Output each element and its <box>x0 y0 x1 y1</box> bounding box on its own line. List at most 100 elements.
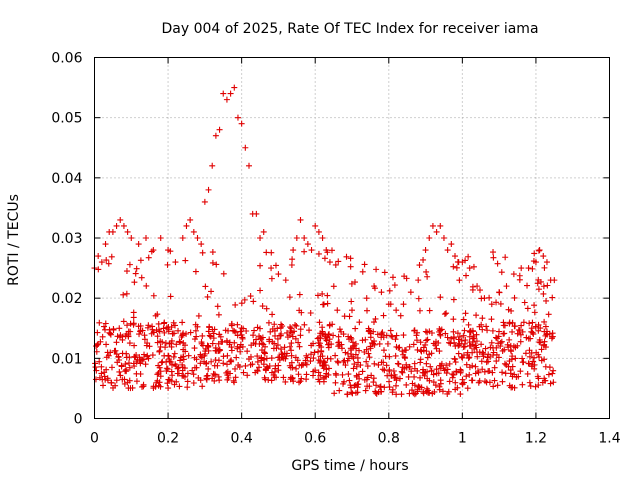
data-point <box>259 340 266 347</box>
data-point <box>546 330 553 337</box>
data-point <box>179 367 186 374</box>
data-point <box>528 325 535 332</box>
data-point <box>346 377 353 384</box>
data-point <box>483 323 490 330</box>
data-point <box>505 306 512 313</box>
data-point <box>97 338 104 345</box>
data-point <box>369 340 376 347</box>
data-point <box>324 334 331 341</box>
data-point <box>293 235 300 241</box>
data-point <box>103 341 110 348</box>
data-point <box>283 353 290 360</box>
data-point <box>336 387 343 394</box>
data-point <box>380 312 387 319</box>
data-point <box>526 360 533 367</box>
data-point <box>315 228 322 235</box>
data-point <box>288 340 295 347</box>
data-point <box>263 355 270 362</box>
data-point <box>391 282 398 289</box>
y-tick-labels: 0 0.01 0.02 0.03 0.04 0.05 0.06 <box>51 51 82 428</box>
data-point <box>520 359 527 366</box>
data-point <box>424 354 431 361</box>
data-point <box>452 343 459 350</box>
data-point <box>535 351 542 358</box>
data-point <box>316 340 323 347</box>
data-point <box>384 340 391 347</box>
data-point <box>529 361 536 368</box>
data-point <box>490 254 497 261</box>
data-point <box>441 311 448 318</box>
data-point <box>379 329 386 336</box>
data-point <box>335 333 342 340</box>
data-point <box>324 300 331 307</box>
data-point <box>130 314 137 321</box>
data-point <box>284 334 291 341</box>
data-point <box>292 354 299 361</box>
data-point <box>425 389 432 396</box>
data-point <box>237 328 244 335</box>
data-point <box>386 368 393 375</box>
data-point <box>469 338 476 345</box>
data-point <box>296 379 303 386</box>
data-point <box>451 339 458 346</box>
data-point <box>152 383 159 390</box>
data-point <box>405 373 412 380</box>
data-point <box>389 274 396 281</box>
data-point <box>240 369 247 376</box>
data-point <box>143 342 150 349</box>
data-point <box>330 283 337 290</box>
data-point <box>501 360 508 367</box>
data-point <box>523 334 530 341</box>
data-point <box>475 379 482 386</box>
x-tick-label: 1.2 <box>525 431 547 447</box>
data-point <box>489 327 496 334</box>
data-point <box>494 260 501 267</box>
data-point <box>136 331 143 338</box>
data-point <box>143 235 149 241</box>
data-point <box>102 320 109 327</box>
data-point <box>260 341 267 348</box>
data-point <box>524 305 531 312</box>
data-point <box>157 373 164 380</box>
data-point <box>506 320 513 327</box>
data-point <box>451 355 458 362</box>
axis-ticks <box>94 57 610 419</box>
data-point <box>124 322 131 329</box>
data-point <box>325 344 332 351</box>
data-point <box>166 358 173 365</box>
data-point <box>287 324 294 331</box>
data-point <box>127 320 134 327</box>
data-point <box>485 351 492 358</box>
data-point <box>173 341 180 348</box>
data-point <box>214 362 221 369</box>
data-point <box>449 371 456 378</box>
data-point <box>224 361 231 368</box>
data-point <box>541 356 548 363</box>
data-point <box>168 343 175 350</box>
data-point <box>530 358 537 365</box>
data-point <box>154 339 161 346</box>
data-point <box>250 332 257 339</box>
data-point <box>509 328 516 335</box>
data-point <box>193 333 200 340</box>
data-point <box>257 262 264 269</box>
data-point <box>379 366 386 373</box>
data-point <box>417 339 424 346</box>
data-point <box>312 222 319 229</box>
data-point <box>280 374 287 381</box>
data-point <box>314 292 321 299</box>
data-point <box>109 228 116 235</box>
data-point <box>232 329 239 336</box>
data-point <box>195 374 202 381</box>
data-point <box>117 372 124 379</box>
data-point <box>94 329 101 336</box>
data-point <box>386 378 393 385</box>
data-point <box>256 364 263 371</box>
data-point <box>456 340 463 347</box>
data-point <box>308 247 315 254</box>
data-point <box>231 339 238 346</box>
data-point <box>269 338 276 345</box>
data-point <box>92 376 99 383</box>
data-point <box>354 384 361 391</box>
data-point <box>387 327 394 334</box>
